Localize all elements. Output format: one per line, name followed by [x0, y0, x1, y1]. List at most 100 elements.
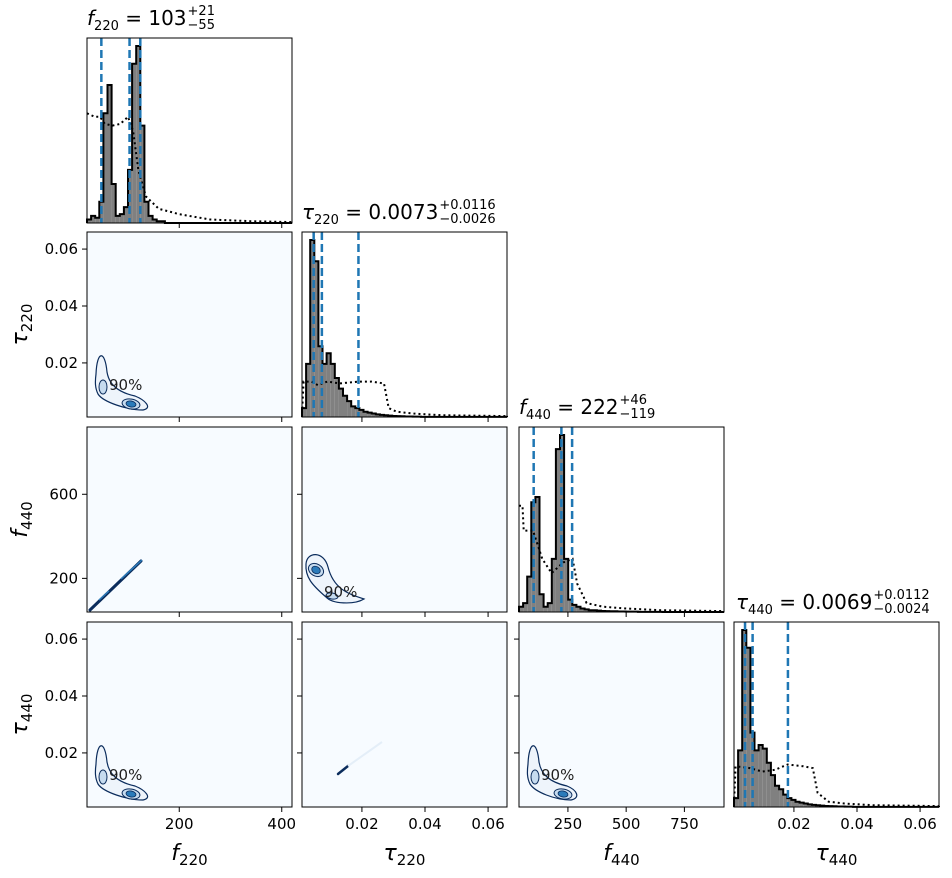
y-axis-label-tau220: τ220: [8, 304, 36, 346]
hist-bar: [584, 609, 589, 612]
density-contour: [557, 790, 569, 798]
x-axis-label-tau440: τ440: [816, 841, 858, 869]
x-tick-label: 0.06: [903, 815, 936, 833]
title-lower: −0.0024: [873, 602, 929, 617]
y-tick-label: 600: [49, 485, 78, 503]
density-ridge: [120, 559, 143, 580]
hist-bar: [519, 606, 524, 612]
hist-bar: [811, 804, 816, 807]
hist-panel-f440: +46−119: [518, 393, 725, 613]
density-contour: [98, 379, 108, 395]
hist-frame: [301, 231, 508, 418]
panel-f220-f440: [86, 426, 293, 613]
prior-curve: [733, 763, 940, 808]
panel-title: τ440 = 0.0069: [736, 590, 872, 618]
y-tick-label: 0.02: [45, 354, 78, 372]
hist-bar: [107, 84, 112, 223]
hist-bar: [306, 363, 311, 417]
title-upper: +21: [188, 4, 215, 19]
hist-bar: [531, 502, 536, 612]
hist-bar: [310, 240, 315, 417]
panel-frame: [518, 621, 725, 808]
x-tick-label: 0.04: [840, 815, 873, 833]
hist-bar: [758, 745, 763, 807]
panel-f440-tau440: 90%: [518, 621, 725, 808]
hist-bar: [795, 801, 800, 807]
y-axis-label-tau440: τ440: [8, 694, 36, 736]
hist-bar: [103, 113, 108, 223]
contour-label: 90%: [109, 376, 142, 394]
density-contour: [94, 355, 149, 411]
hist-bar: [359, 409, 364, 417]
hist-bar: [351, 406, 356, 417]
hist-bar: [539, 594, 544, 612]
title-upper: +0.0112: [873, 588, 929, 603]
hist-bar: [136, 46, 141, 223]
density-contour: [125, 400, 137, 408]
x-tick-label: 0.04: [408, 815, 441, 833]
hist-bar: [367, 412, 372, 417]
hist-bar: [535, 496, 540, 612]
density-contour: [311, 565, 321, 575]
contour-label: 90%: [541, 766, 574, 784]
x-tick-label: 250: [554, 815, 583, 833]
hist-bar: [318, 346, 323, 417]
hist-bar: [527, 576, 532, 612]
hist-bar: [770, 775, 775, 807]
density-bg: [519, 622, 724, 807]
hist-bar: [338, 388, 343, 417]
x-tick-label: 500: [612, 815, 641, 833]
panel-title: f220 = 103: [87, 6, 187, 34]
panel-frame: [86, 231, 293, 418]
hist-bar: [115, 215, 120, 223]
hist-bar: [87, 219, 92, 223]
x-tick-label: 400: [267, 815, 296, 833]
title-lower: −0.0026: [439, 212, 495, 227]
hist-bar: [568, 599, 573, 612]
contour-label: 90%: [324, 583, 357, 601]
density-ridge: [98, 590, 110, 601]
density-bg: [87, 232, 292, 417]
density-contour: [125, 790, 137, 798]
y-tick-label: 0.04: [45, 297, 78, 315]
hist-bar: [799, 802, 804, 807]
x-tick-label: 0.06: [471, 815, 504, 833]
hist-panel-tau220: +0.0116−0.0026: [301, 198, 508, 418]
panel-frame: [86, 621, 293, 808]
hist-bar: [572, 604, 577, 612]
hist-bar: [123, 207, 128, 223]
hist-bar: [347, 401, 352, 417]
y-axis-label-f440: f440: [8, 501, 36, 537]
density-bg: [302, 427, 507, 612]
hist-bar: [322, 363, 327, 417]
density-contour: [325, 592, 339, 600]
panel-title: τ220 = 0.0073: [302, 200, 438, 228]
hist-bar: [140, 125, 145, 223]
title-lower: −119: [620, 407, 656, 422]
x-axis-label-tau220: τ220: [384, 841, 426, 869]
hist-bar: [144, 201, 149, 223]
hist-bar: [314, 261, 319, 417]
hist-bar: [379, 414, 384, 417]
hist-bar: [766, 762, 771, 807]
x-tick-label: 200: [165, 815, 194, 833]
density-ridge: [336, 764, 350, 776]
hist-bar: [330, 363, 335, 417]
title-upper: +46: [620, 393, 647, 408]
hist-frame: [733, 621, 940, 808]
hist-frame: [518, 426, 725, 613]
hist-bar: [523, 603, 528, 612]
x-tick-label: 0.02: [777, 815, 810, 833]
hist-bg: [519, 427, 724, 612]
hist-bar: [580, 608, 585, 612]
hist-bar: [807, 804, 812, 807]
y-tick-label: 0.04: [45, 687, 78, 705]
hist-bar: [803, 803, 808, 807]
panel-tau220-f440: 90%: [301, 426, 508, 613]
hist-bar: [738, 750, 743, 807]
y-tick-label: 200: [49, 569, 78, 587]
x-axis-label-f440: f440: [603, 841, 639, 869]
hist-panel-f220: +21−55: [86, 4, 293, 224]
hist-bar: [762, 748, 767, 807]
